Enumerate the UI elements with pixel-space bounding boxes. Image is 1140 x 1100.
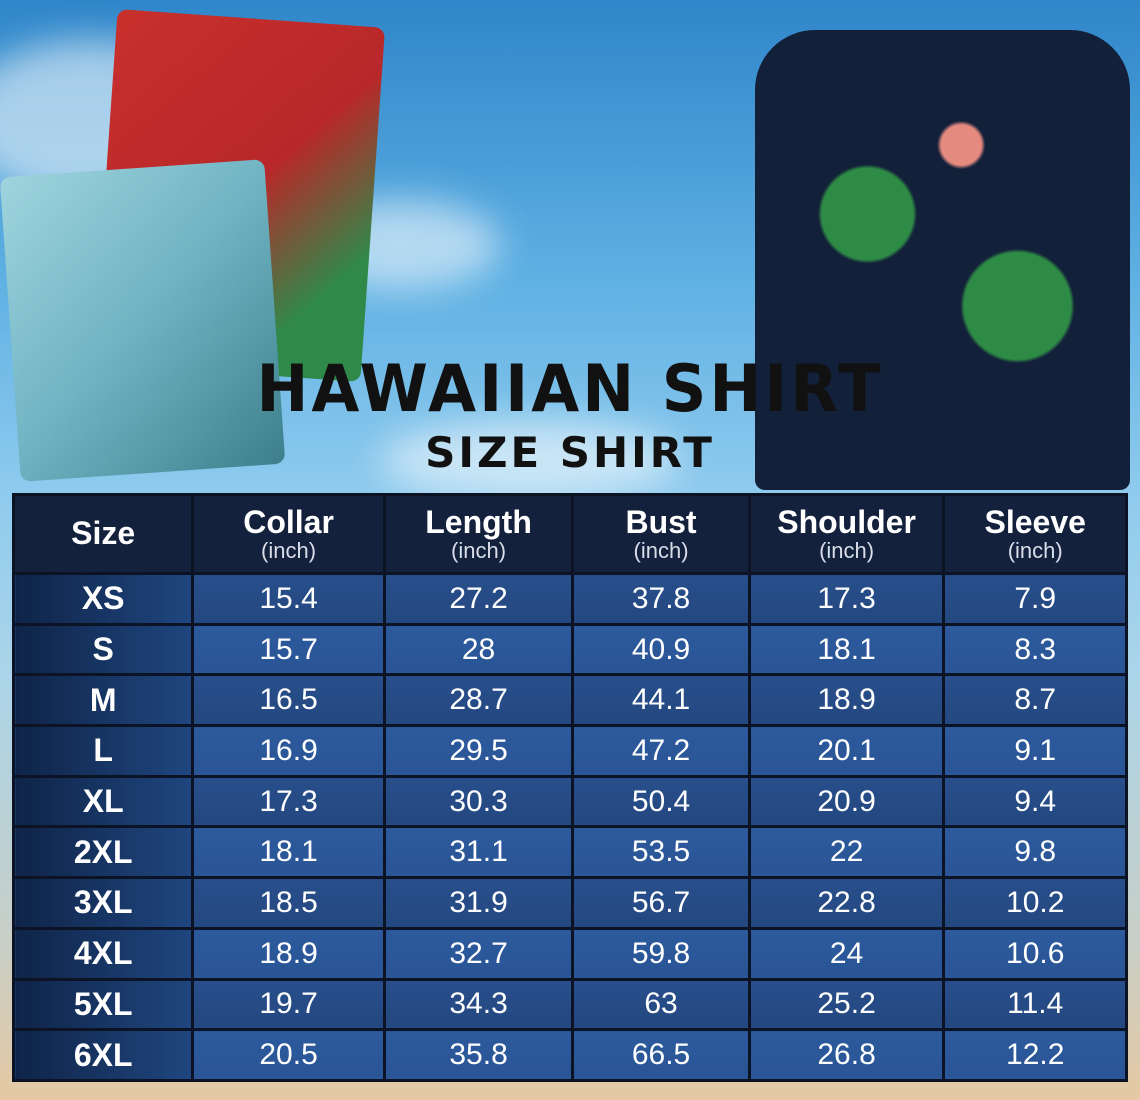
value-cell: 7.9 bbox=[942, 572, 1128, 626]
value-cell: 10.2 bbox=[942, 876, 1128, 930]
value-cell: 26.8 bbox=[747, 1028, 946, 1082]
column-label: Size bbox=[71, 515, 136, 552]
column-header-bust: Bust (inch) bbox=[571, 493, 751, 575]
value-cell: 11.4 bbox=[942, 977, 1128, 1032]
table-row: 6XL 20.5 35.8 66.5 26.8 12.2 bbox=[11, 1028, 1128, 1082]
column-unit: (inch) bbox=[819, 538, 875, 564]
value-cell: 10.6 bbox=[942, 926, 1128, 981]
size-cell: 3XL bbox=[11, 876, 195, 930]
value-cell: 17.3 bbox=[191, 774, 386, 829]
size-cell: 6XL bbox=[11, 1028, 195, 1082]
value-cell: 50.4 bbox=[571, 774, 751, 829]
value-cell: 15.4 bbox=[191, 572, 386, 626]
value-cell: 22 bbox=[747, 825, 946, 880]
table-row: XL 17.3 30.3 50.4 20.9 9.4 bbox=[11, 774, 1128, 829]
value-cell: 53.5 bbox=[571, 825, 751, 880]
column-label: Shoulder bbox=[777, 503, 916, 540]
column-unit: (inch) bbox=[261, 538, 317, 564]
size-cell: S bbox=[11, 622, 195, 677]
model-flamingo-shirt-image bbox=[755, 30, 1130, 490]
page-subtitle: SIZE SHIRT bbox=[425, 428, 715, 477]
value-cell: 40.9 bbox=[571, 622, 751, 677]
value-cell: 18.1 bbox=[191, 825, 386, 880]
table-row: 4XL 18.9 32.7 59.8 24 10.6 bbox=[11, 926, 1128, 981]
size-cell: 5XL bbox=[11, 977, 195, 1032]
value-cell: 37.8 bbox=[571, 572, 751, 626]
value-cell: 44.1 bbox=[571, 673, 751, 728]
value-cell: 22.8 bbox=[747, 876, 946, 930]
value-cell: 63 bbox=[571, 977, 751, 1032]
column-unit: (inch) bbox=[633, 538, 689, 564]
column-header-length: Length (inch) bbox=[382, 493, 575, 575]
value-cell: 35.8 bbox=[382, 1028, 575, 1082]
table-row: L 16.9 29.5 47.2 20.1 9.1 bbox=[11, 724, 1128, 778]
size-cell: XL bbox=[11, 774, 195, 829]
value-cell: 9.8 bbox=[942, 825, 1128, 880]
header-row: Size Collar (inch) Length (inch) Bust (inch) Sh… bbox=[11, 493, 1128, 575]
value-cell: 12.2 bbox=[942, 1028, 1128, 1082]
column-label: Collar bbox=[243, 503, 334, 540]
column-header-shoulder: Shoulder (inch) bbox=[747, 493, 946, 575]
value-cell: 24 bbox=[747, 926, 946, 981]
value-cell: 8.7 bbox=[942, 673, 1128, 728]
size-cell: L bbox=[11, 724, 195, 778]
value-cell: 18.5 bbox=[191, 876, 386, 930]
value-cell: 29.5 bbox=[382, 724, 575, 778]
column-unit: (inch) bbox=[451, 538, 507, 564]
column-label: Sleeve bbox=[984, 503, 1086, 540]
value-cell: 28.7 bbox=[382, 673, 575, 728]
value-cell: 17.3 bbox=[747, 572, 946, 626]
size-cell: 2XL bbox=[11, 825, 195, 880]
value-cell: 32.7 bbox=[382, 926, 575, 981]
column-header-size: Size bbox=[11, 493, 195, 575]
cloud bbox=[380, 420, 680, 500]
table-row: 3XL 18.5 31.9 56.7 22.8 10.2 bbox=[11, 876, 1128, 930]
value-cell: 9.1 bbox=[942, 724, 1128, 778]
size-chart-table: Size Collar (inch) Length (inch) Bust (inch) Sh… bbox=[11, 493, 1128, 1082]
value-cell: 34.3 bbox=[382, 977, 575, 1032]
value-cell: 28 bbox=[382, 622, 575, 677]
value-cell: 25.2 bbox=[747, 977, 946, 1032]
value-cell: 18.9 bbox=[747, 673, 946, 728]
value-cell: 47.2 bbox=[571, 724, 751, 778]
value-cell: 20.1 bbox=[747, 724, 946, 778]
table-row: 2XL 18.1 31.1 53.5 22 9.8 bbox=[11, 825, 1128, 880]
table-row: XS 15.4 27.2 37.8 17.3 7.9 bbox=[11, 572, 1128, 626]
value-cell: 59.8 bbox=[571, 926, 751, 981]
size-cell: 4XL bbox=[11, 926, 195, 981]
value-cell: 31.9 bbox=[382, 876, 575, 930]
value-cell: 19.7 bbox=[191, 977, 386, 1032]
value-cell: 15.7 bbox=[191, 622, 386, 677]
value-cell: 31.1 bbox=[382, 825, 575, 880]
column-header-collar: Collar (inch) bbox=[191, 493, 386, 575]
value-cell: 20.5 bbox=[191, 1028, 386, 1082]
size-cell: M bbox=[11, 673, 195, 728]
value-cell: 16.5 bbox=[191, 673, 386, 728]
table-row: S 15.7 28 40.9 18.1 8.3 bbox=[11, 622, 1128, 677]
column-unit: (inch) bbox=[1007, 538, 1063, 564]
value-cell: 30.3 bbox=[382, 774, 575, 829]
value-cell: 9.4 bbox=[942, 774, 1128, 829]
value-cell: 56.7 bbox=[571, 876, 751, 930]
value-cell: 8.3 bbox=[942, 622, 1128, 677]
column-header-sleeve: Sleeve (inch) bbox=[942, 493, 1128, 575]
value-cell: 27.2 bbox=[382, 572, 575, 626]
page-title: HAWAIIAN SHIRT bbox=[256, 350, 884, 427]
column-label: Bust bbox=[625, 503, 697, 540]
size-cell: XS bbox=[11, 572, 195, 626]
value-cell: 66.5 bbox=[571, 1028, 751, 1082]
column-label: Length bbox=[425, 503, 532, 540]
table-row: M 16.5 28.7 44.1 18.9 8.7 bbox=[11, 673, 1128, 728]
value-cell: 18.1 bbox=[747, 622, 946, 677]
value-cell: 20.9 bbox=[747, 774, 946, 829]
value-cell: 18.9 bbox=[191, 926, 386, 981]
value-cell: 16.9 bbox=[191, 724, 386, 778]
table-row: 5XL 19.7 34.3 63 25.2 11.4 bbox=[11, 977, 1128, 1032]
